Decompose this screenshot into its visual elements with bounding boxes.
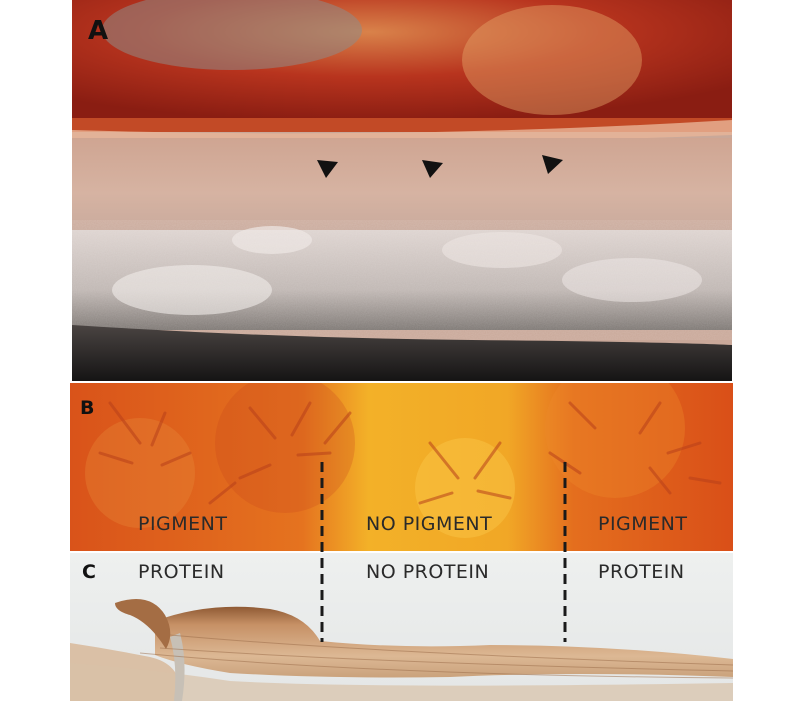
label-protein-right: PROTEIN [598, 561, 685, 583]
label-pigment-left: PIGMENT [138, 513, 228, 535]
panel-c-image [70, 553, 733, 701]
label-pigment-right: PIGMENT [598, 513, 688, 535]
arrowhead-marker-1 [317, 160, 338, 178]
panel-c-letter: C [82, 561, 96, 583]
panel-b-letter: B [80, 397, 95, 419]
panel-b-image [70, 383, 733, 551]
panel-b-photo: B PIGMENT NO PIGMENT PIGMENT [70, 383, 733, 551]
label-no-pigment: NO PIGMENT [366, 513, 493, 535]
arrowhead-marker-2 [422, 160, 443, 178]
panel-a-image [72, 0, 732, 381]
arrowhead-marker-3 [542, 155, 563, 174]
panel-a-letter: A [88, 16, 109, 46]
label-no-protein: NO PROTEIN [366, 561, 490, 583]
panel-a-photo: A [72, 0, 732, 381]
label-protein-left: PROTEIN [138, 561, 225, 583]
panel-c-photo: C PROTEIN NO PROTEIN PROTEIN [70, 553, 733, 701]
